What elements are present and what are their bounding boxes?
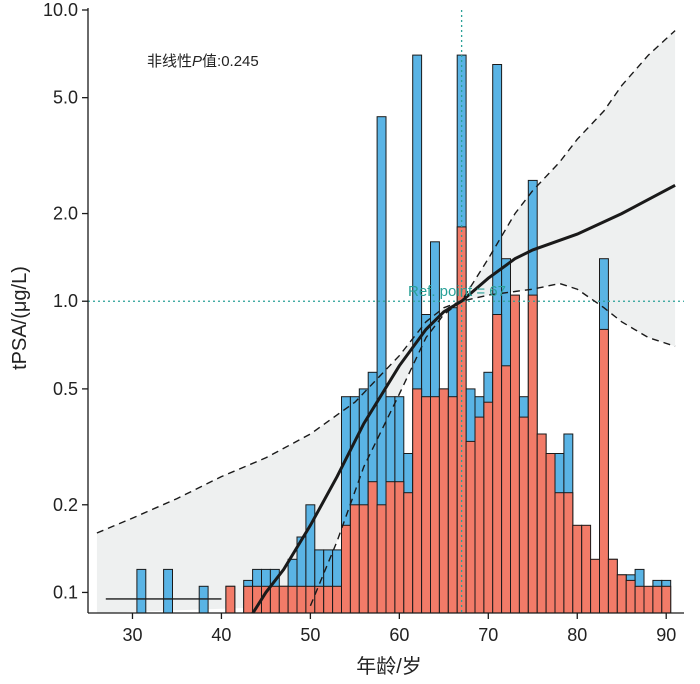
bar-red bbox=[581, 524, 592, 614]
bar-red bbox=[438, 388, 449, 614]
bar-red bbox=[269, 585, 280, 614]
bar-red bbox=[634, 585, 645, 614]
bar-red bbox=[385, 481, 396, 614]
annotation-prefix: 非线性 bbox=[147, 53, 192, 70]
bar-red bbox=[349, 504, 360, 614]
bar-red bbox=[643, 585, 654, 614]
bar-red bbox=[421, 396, 432, 614]
bar-blue bbox=[198, 585, 209, 614]
ci-upper-line bbox=[96, 30, 676, 534]
bar-red bbox=[296, 585, 307, 614]
y-tick-label: 0.2 bbox=[53, 495, 78, 515]
reference-layer bbox=[88, 10, 684, 613]
bar-red bbox=[474, 416, 485, 614]
annotation-italic-p: P bbox=[192, 53, 202, 70]
bar-red bbox=[243, 585, 254, 614]
bar-red bbox=[616, 574, 627, 614]
fitted-curve bbox=[251, 183, 676, 613]
bar-red bbox=[652, 585, 663, 614]
x-tick-label: 40 bbox=[211, 625, 231, 645]
bar-red bbox=[376, 504, 387, 614]
x-tick-label: 70 bbox=[478, 625, 498, 645]
bar-red bbox=[323, 585, 334, 614]
bar-red bbox=[518, 416, 529, 614]
text-layer: 年龄/岁 tPSA/(μg/L) 非线性P值:0.245 Ref. point … bbox=[9, 53, 506, 678]
axis-layer: 30 40 50 60 70 80 90 0.1 0.2 0.5 1.0 2.0 5.0 10.0 bbox=[43, 0, 684, 645]
bar-red bbox=[447, 396, 458, 614]
y-tick-label: 1.0 bbox=[53, 291, 78, 311]
y-tick-label: 0.1 bbox=[53, 582, 78, 602]
ci-lower-line bbox=[309, 282, 676, 607]
bar-red bbox=[341, 524, 351, 614]
bar-red bbox=[403, 492, 414, 614]
bar-red bbox=[412, 388, 423, 614]
bar-red bbox=[590, 558, 600, 614]
bar-red bbox=[501, 365, 512, 614]
bar-blue bbox=[163, 568, 174, 614]
bar-red bbox=[483, 401, 494, 614]
annotation-suffix: 值:0.245 bbox=[202, 53, 259, 70]
bar-red bbox=[661, 585, 672, 614]
x-tick-label: 50 bbox=[300, 625, 320, 645]
x-tick-label: 90 bbox=[656, 625, 676, 645]
bar-layer bbox=[136, 54, 672, 614]
bar-red bbox=[492, 314, 503, 614]
bar-red bbox=[599, 328, 609, 614]
bar-red bbox=[394, 481, 405, 614]
y-tick-label: 10.0 bbox=[43, 0, 78, 20]
bar-red bbox=[554, 492, 565, 614]
bar-red bbox=[563, 492, 574, 614]
bar-blue bbox=[136, 568, 147, 614]
bar-red bbox=[367, 481, 378, 614]
confidence-band bbox=[96, 30, 676, 613]
nonlinear-p-annotation: 非线性P值:0.245 bbox=[147, 53, 259, 70]
bar-red bbox=[278, 585, 289, 614]
bar-red bbox=[465, 440, 476, 614]
bar-red bbox=[510, 294, 520, 614]
x-tick-label: 60 bbox=[389, 625, 409, 645]
y-axis-title: tPSA/(μg/L) bbox=[9, 266, 31, 370]
bar-red bbox=[358, 504, 369, 614]
bar-red bbox=[430, 396, 440, 614]
bar-red bbox=[527, 294, 538, 614]
bar-red bbox=[536, 433, 547, 614]
bar-red bbox=[332, 585, 343, 614]
bar-red bbox=[287, 585, 298, 614]
bar-red bbox=[607, 558, 618, 614]
bar-red bbox=[545, 453, 556, 614]
confidence-band-layer bbox=[96, 30, 676, 613]
x-tick-label: 30 bbox=[122, 625, 142, 645]
bar-red bbox=[625, 579, 636, 614]
y-tick-label: 0.5 bbox=[53, 379, 78, 399]
bar-red bbox=[572, 524, 583, 614]
bar-red bbox=[225, 585, 236, 614]
reference-point-label: Ref. point = 67 bbox=[408, 283, 506, 300]
curve-layer bbox=[96, 30, 676, 613]
x-axis-title: 年龄/岁 bbox=[356, 655, 422, 678]
y-tick-label: 2.0 bbox=[53, 204, 78, 224]
x-tick-label: 80 bbox=[567, 625, 587, 645]
y-tick-label: 5.0 bbox=[53, 88, 78, 108]
